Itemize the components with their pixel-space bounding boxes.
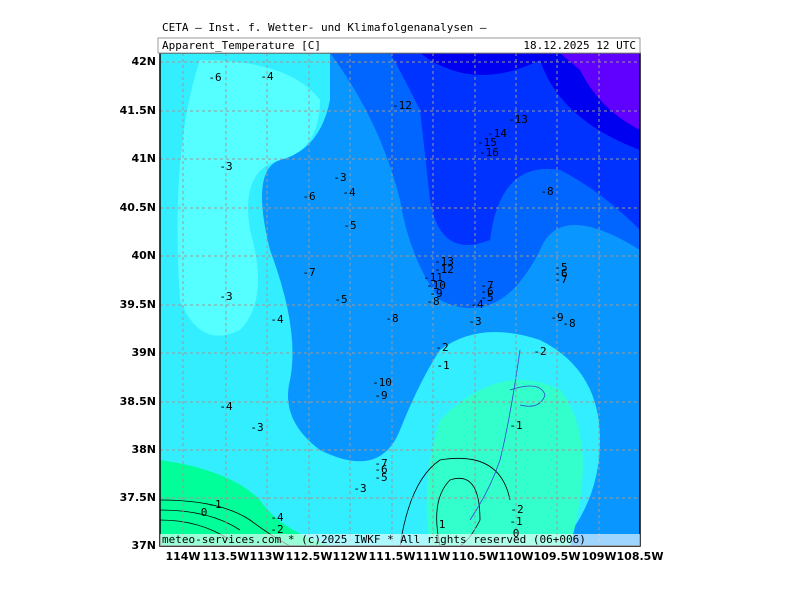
x-axis-label: 111.5W xyxy=(369,550,416,563)
contour-label: -9 xyxy=(429,287,442,300)
contour-label: -5 xyxy=(334,293,347,306)
contour-label: -4 xyxy=(270,511,284,524)
state-border xyxy=(469,349,546,521)
parameter: Apparent_Temperature [C] xyxy=(162,39,321,52)
contour-label: -10 xyxy=(372,376,392,389)
warm-area xyxy=(426,380,583,546)
header-title: CETA — Inst. f. Wetter- und Klimafolgena… xyxy=(162,21,487,34)
contour-label: -11 xyxy=(423,271,443,284)
contour-label: -7 xyxy=(480,279,493,292)
y-axis-label: 40N xyxy=(131,249,156,262)
contour-label: -5 xyxy=(343,219,356,232)
field xyxy=(160,53,640,546)
y-axis-label: 42N xyxy=(131,55,156,68)
valid-time: 18.12.2025 12 UTC xyxy=(523,39,636,52)
contour-label: -7 xyxy=(554,273,567,286)
y-axis-label: 37.5N xyxy=(120,491,156,504)
purple-area xyxy=(560,53,640,130)
contour-label: -2 xyxy=(270,523,283,536)
contour-label: -7 xyxy=(374,457,387,470)
contour-label: -5 xyxy=(374,471,387,484)
contour-label: -4 xyxy=(342,186,356,199)
contour-label: -3 xyxy=(219,160,232,173)
contour-label: -5 xyxy=(554,261,567,274)
y-axis-label: 38.5N xyxy=(120,395,156,408)
x-axis-label: 109.5W xyxy=(534,550,581,563)
x-axis-label: 113.5W xyxy=(203,550,250,563)
contour-label: -10 xyxy=(426,279,446,292)
x-axis-label: 113W xyxy=(249,550,284,563)
contour-label: -8 xyxy=(385,312,398,325)
contour-label: -3 xyxy=(468,315,481,328)
y-axis-label: 40.5N xyxy=(120,201,156,214)
contour-label: -2 xyxy=(435,341,448,354)
footer: meteo-services.com * (c)2025 IWKF * All … xyxy=(162,533,586,546)
contour-label: -1 xyxy=(509,419,522,432)
contour-label: -2 xyxy=(510,503,523,516)
contour-label: -6 xyxy=(302,190,315,203)
contour-label: -12 xyxy=(392,99,412,112)
contour-line xyxy=(160,457,511,546)
contour-label: -5 xyxy=(480,291,493,304)
contour-label: -4 xyxy=(260,70,274,83)
contour-label: -7 xyxy=(302,266,315,279)
x-axis-label: 110W xyxy=(498,550,533,563)
contour-label: -8 xyxy=(562,317,575,330)
contour-label: -9 xyxy=(374,389,387,402)
contour-label: 1 xyxy=(439,518,446,531)
warm-area xyxy=(160,460,330,546)
contour-label: -6 xyxy=(554,267,567,280)
x-axis-label: 111W xyxy=(415,550,450,563)
contour-label: -4 xyxy=(219,400,233,413)
x-axis-label: 110.5W xyxy=(452,550,499,563)
y-axis-label: 39.5N xyxy=(120,298,156,311)
x-axis-label: 112.5W xyxy=(286,550,333,563)
y-axis-label: 39N xyxy=(131,346,156,359)
contour-label: -2 xyxy=(533,345,546,358)
contour-label: -15 xyxy=(477,136,497,149)
contour-label: -3 xyxy=(219,290,232,303)
contour-label: -1 xyxy=(208,498,221,511)
contour-label: -8 xyxy=(540,185,553,198)
contour-label: -6 xyxy=(374,463,387,476)
y-axis-label: 38N xyxy=(131,443,156,456)
contour-label: -3 xyxy=(250,421,263,434)
contour-label: -6 xyxy=(208,71,221,84)
contour-label: -9 xyxy=(550,311,563,324)
contour-label: -1 xyxy=(436,359,449,372)
contour-label: -3 xyxy=(353,482,366,495)
contour-label: -16 xyxy=(479,146,499,159)
contour-label: -4 xyxy=(470,298,484,311)
y-axis-label: 41N xyxy=(131,152,156,165)
contour-label: 0 xyxy=(513,527,520,540)
x-axis-label: 109W xyxy=(581,550,616,563)
contour-label: -6 xyxy=(480,285,493,298)
contour-label: -13 xyxy=(434,255,454,268)
contour-label: 0 xyxy=(201,506,208,519)
contour-label: -1 xyxy=(509,515,522,528)
y-axis-label: 41.5N xyxy=(120,104,156,117)
mild-tongue xyxy=(177,60,320,336)
y-axis-label: 37N xyxy=(131,539,156,552)
contour-label: -8 xyxy=(426,295,439,308)
contour-label: -4 xyxy=(270,313,284,326)
contour-label: -13 xyxy=(508,113,528,126)
x-axis-label: 108.5W xyxy=(617,550,664,563)
header-box xyxy=(157,37,641,54)
x-axis-label: 112W xyxy=(332,550,367,563)
contour-label: -14 xyxy=(487,127,507,140)
footer-box xyxy=(160,534,640,546)
contour-label: -12 xyxy=(434,263,454,276)
x-axis-label: 114W xyxy=(165,550,200,563)
contour-label: -3 xyxy=(333,171,346,184)
